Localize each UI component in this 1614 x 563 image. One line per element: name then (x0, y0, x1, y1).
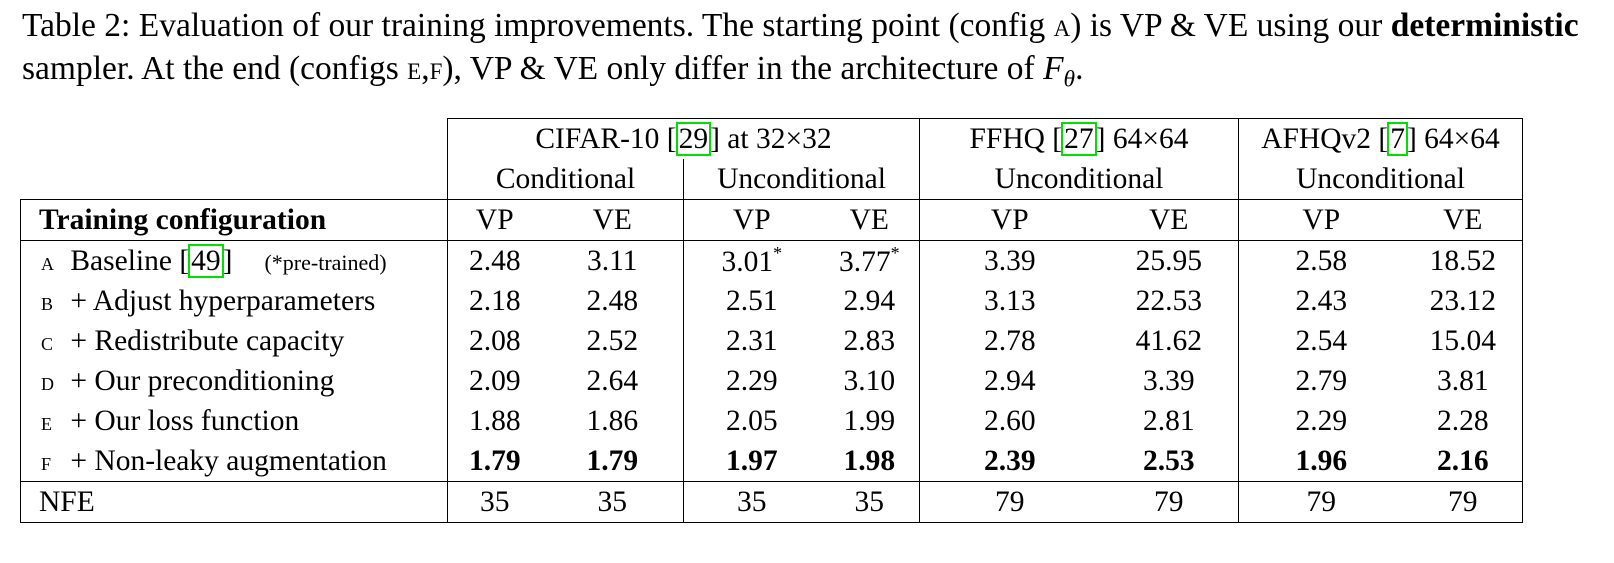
row-label: e + Our loss function (20, 401, 448, 441)
column-header-ve: VE (819, 199, 920, 241)
pretrained-note: (*pre-trained) (264, 249, 387, 275)
subheader-row: Conditional Unconditional Unconditional … (21, 159, 1523, 200)
starred-value: 3.01* (683, 240, 820, 281)
column-header-ve: VE (1403, 199, 1523, 241)
dataset-header-row: CIFAR-10 [29] at 32×32 FFHQ [27] 64×64 A… (21, 118, 1523, 159)
column-header-vp: VP (447, 199, 542, 241)
subheader-conditional: Conditional (447, 159, 684, 200)
subheader-unconditional: Unconditional (1238, 159, 1523, 200)
row-label: d + Our preconditioning (20, 361, 448, 401)
citation-link[interactable]: 29 (675, 121, 712, 156)
math-f-theta: Fθ (1043, 50, 1076, 93)
subheader-unconditional: Unconditional (683, 159, 920, 200)
nfe-label: NFE (20, 481, 448, 523)
config-ef: e,f (407, 50, 443, 87)
row-label: f + Non-leaky augmentation (20, 441, 448, 482)
column-header-ve: VE (541, 199, 684, 241)
citation-link[interactable]: 49 (188, 243, 224, 278)
column-header-vp: VP (683, 199, 820, 241)
column-header-vp: VP (919, 199, 1100, 241)
row-label: a Baseline [49] (*pre-trained) (20, 240, 448, 281)
table-row-best: f + Non-leaky augmentation 1.79 1.79 1.97… (20, 441, 1523, 482)
results-table: CIFAR-10 [29] at 32×32 FFHQ [27] 64×64 A… (20, 118, 1523, 523)
table-row: c + Redistribute capacity 2.08 2.52 2.31 2… (20, 321, 1523, 361)
caption-bold: deterministic (1390, 7, 1579, 44)
table-row: a Baseline [49] (*pre-trained) 2.48 3.11 … (20, 240, 1523, 281)
row-label: b + Adjust hyperparameters (20, 281, 448, 321)
column-header-row: Training configuration VP VE VP VE VP VE… (20, 199, 1523, 241)
table-row: d + Our preconditioning 2.09 2.64 2.29 3.1… (20, 361, 1523, 401)
nfe-row: NFE 35 35 35 35 79 79 79 79 (20, 481, 1523, 523)
table-caption: Table 2: Evaluation of our training impr… (22, 7, 1579, 93)
dataset-ffhq: FFHQ [27] 64×64 (919, 118, 1239, 159)
column-header-vp: VP (1238, 199, 1404, 241)
column-header-ve: VE (1099, 199, 1239, 241)
caption-label: Table 2: (22, 7, 131, 44)
starred-value: 3.77* (838, 243, 900, 278)
citation-link[interactable]: 7 (1387, 121, 1408, 156)
table-row: b + Adjust hyperparameters 2.18 2.48 2.51… (20, 281, 1523, 321)
table-row: e + Our loss function 1.88 1.86 2.05 1.99 … (20, 401, 1523, 441)
citation-link[interactable]: 27 (1061, 121, 1097, 156)
subheader-unconditional: Unconditional (919, 159, 1239, 200)
column-header-config: Training configuration (20, 199, 448, 241)
config-a: a (1053, 7, 1071, 44)
dataset-cifar10: CIFAR-10 [29] at 32×32 (447, 118, 920, 159)
dataset-afhqv2: AFHQv2 [7] 64×64 (1238, 118, 1523, 159)
row-label: c + Redistribute capacity (20, 321, 448, 361)
